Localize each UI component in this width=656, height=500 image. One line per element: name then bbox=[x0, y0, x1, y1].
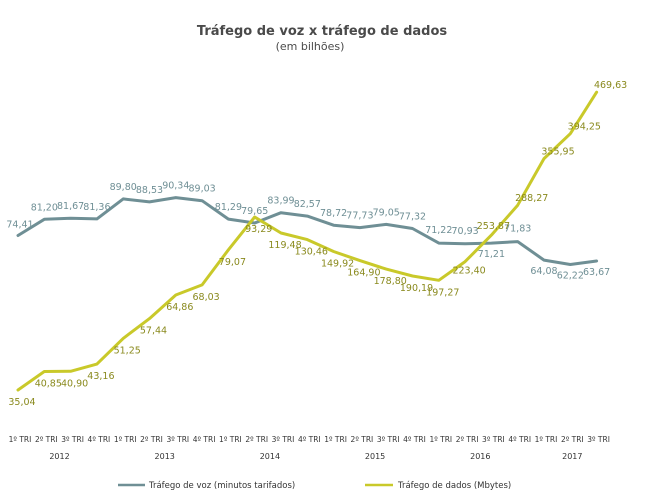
data-label: 149,92 bbox=[321, 259, 354, 270]
legend: Tráfego de voz (minutos tarifados) Tráfe… bbox=[118, 481, 511, 491]
data-label: 43,16 bbox=[87, 371, 114, 382]
data-label: 35,04 bbox=[8, 397, 35, 408]
x-year-label: 2015 bbox=[365, 452, 385, 461]
x-tick-label: 2º TRI bbox=[561, 435, 584, 444]
x-tick-label: 1º TRI bbox=[535, 435, 558, 444]
voice-label: 79,65 bbox=[241, 206, 268, 217]
chart-title: Tráfego de voz x tráfego de dados bbox=[197, 24, 448, 39]
data-label: 51,25 bbox=[114, 345, 141, 356]
legend-voice-label: Tráfego de voz (minutos tarifados) bbox=[148, 481, 295, 491]
voice-label: 81,29 bbox=[215, 202, 242, 213]
x-tick-label: 4º TRI bbox=[193, 435, 216, 444]
x-tick-label: 3º TRI bbox=[482, 435, 505, 444]
x-tick-label: 3º TRI bbox=[377, 435, 400, 444]
x-tick-label: 2º TRI bbox=[456, 435, 479, 444]
voice-label: 63,67 bbox=[583, 267, 610, 278]
data-series-line bbox=[16, 90, 599, 392]
data-series bbox=[16, 90, 599, 392]
voice-label: 71,22 bbox=[425, 225, 452, 236]
legend-data-label: Tráfego de dados (Mbytes) bbox=[397, 481, 511, 491]
voice-label: 74,41 bbox=[6, 220, 33, 231]
voice-label: 89,03 bbox=[188, 184, 215, 195]
x-tick-label: 4º TRI bbox=[88, 435, 111, 444]
x-year-label: 2017 bbox=[562, 452, 582, 461]
data-label: 288,27 bbox=[515, 193, 548, 204]
x-tick-label: 1º TRI bbox=[219, 435, 242, 444]
voice-label: 78,72 bbox=[320, 208, 347, 219]
x-tick-label: 2º TRI bbox=[245, 435, 268, 444]
voice-label: 82,57 bbox=[294, 199, 321, 210]
voice-label: 77,32 bbox=[399, 212, 426, 223]
data-label: 64,86 bbox=[166, 302, 193, 313]
data-label: 253,87 bbox=[477, 221, 510, 232]
voice-label: 81,67 bbox=[57, 201, 84, 212]
data-label: 79,07 bbox=[219, 257, 246, 268]
data-label: 355,95 bbox=[541, 147, 574, 158]
x-tick-label: 1º TRI bbox=[429, 435, 452, 444]
x-year-label: 2012 bbox=[49, 452, 69, 461]
voice-label: 81,36 bbox=[83, 202, 110, 213]
voice-label: 90,34 bbox=[162, 181, 189, 192]
x-tick-label: 4º TRI bbox=[403, 435, 426, 444]
x-tick-label: 1º TRI bbox=[9, 435, 32, 444]
x-tick-label: 3º TRI bbox=[272, 435, 295, 444]
data-label: 223,40 bbox=[452, 266, 485, 277]
voice-label: 71,83 bbox=[504, 224, 531, 235]
x-axis-ticks: 1º TRI 2º TRI 3º TRI 4º TRI 1º TRI 2º TRI 3º T… bbox=[9, 435, 610, 444]
voice-label: 64,08 bbox=[530, 266, 557, 277]
x-tick-label: 4º TRI bbox=[508, 435, 531, 444]
chart-subtitle: (em bilhões) bbox=[276, 40, 345, 53]
voice-label: 83,99 bbox=[267, 196, 294, 207]
voice-series bbox=[16, 196, 599, 266]
voice-label: 77,73 bbox=[346, 211, 373, 222]
voice-label: 71,21 bbox=[478, 249, 505, 260]
voice-series-line bbox=[16, 196, 599, 266]
voice-label: 70,93 bbox=[451, 226, 478, 237]
voice-label: 81,20 bbox=[31, 202, 58, 213]
voice-label: 62,22 bbox=[557, 271, 584, 282]
x-year-label: 2016 bbox=[470, 452, 490, 461]
x-year-label: 2013 bbox=[155, 452, 175, 461]
data-label: 40,90 bbox=[61, 378, 88, 389]
x-tick-label: 2º TRI bbox=[35, 435, 58, 444]
data-label: 197,27 bbox=[426, 287, 459, 298]
data-label: 40,85 bbox=[35, 379, 62, 390]
x-tick-label: 4º TRI bbox=[298, 435, 321, 444]
data-label: 130,46 bbox=[295, 247, 328, 258]
x-axis-years: 2012 2013 2014 2015 2016 2017 bbox=[49, 452, 582, 461]
x-tick-label: 2º TRI bbox=[351, 435, 374, 444]
data-label: 394,25 bbox=[568, 122, 601, 133]
data-label: 164,90 bbox=[347, 268, 380, 279]
data-label: 57,44 bbox=[140, 326, 167, 337]
x-tick-label: 1º TRI bbox=[324, 435, 347, 444]
x-tick-label: 3º TRI bbox=[587, 435, 610, 444]
data-label: 68,03 bbox=[192, 292, 219, 303]
voice-label: 89,80 bbox=[110, 182, 137, 193]
data-label: 469,63 bbox=[594, 80, 627, 91]
x-tick-label: 2º TRI bbox=[140, 435, 163, 444]
x-tick-label: 1º TRI bbox=[114, 435, 137, 444]
data-label: 190,19 bbox=[400, 283, 433, 294]
data-label: 119,48 bbox=[268, 240, 301, 251]
x-tick-label: 3º TRI bbox=[61, 435, 84, 444]
voice-label: 79,05 bbox=[373, 207, 400, 218]
data-label: 93,29 bbox=[245, 224, 272, 235]
x-tick-label: 3º TRI bbox=[166, 435, 189, 444]
data-label: 178,80 bbox=[374, 276, 407, 287]
voice-label: 88,53 bbox=[136, 185, 163, 196]
x-year-label: 2014 bbox=[260, 452, 280, 461]
